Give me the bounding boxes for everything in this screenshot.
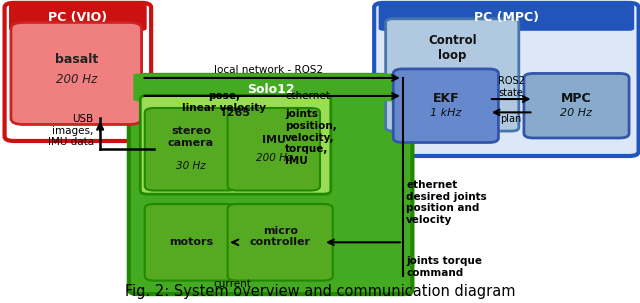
Text: joints
position,
velocity,
torque,
IMU: joints position, velocity, torque, IMU xyxy=(285,109,337,166)
Text: 20 Hz: 20 Hz xyxy=(561,108,593,118)
FancyBboxPatch shape xyxy=(394,69,499,142)
Text: 30 Hz: 30 Hz xyxy=(176,161,206,171)
Text: IMU: IMU xyxy=(262,135,286,145)
Text: T265: T265 xyxy=(220,108,251,118)
Text: basalt: basalt xyxy=(54,53,98,66)
FancyBboxPatch shape xyxy=(11,22,141,125)
FancyBboxPatch shape xyxy=(228,204,333,281)
FancyBboxPatch shape xyxy=(524,73,629,138)
FancyBboxPatch shape xyxy=(4,3,151,141)
Text: stereo
camera: stereo camera xyxy=(168,126,214,148)
Text: Fig. 2: System overview and communication diagram: Fig. 2: System overview and communicatio… xyxy=(125,284,515,299)
Text: joints torque
command: joints torque command xyxy=(406,256,482,278)
Text: PC (VIO): PC (VIO) xyxy=(48,12,108,25)
FancyBboxPatch shape xyxy=(379,2,634,31)
Text: motors: motors xyxy=(169,237,213,247)
Text: 200 Hz: 200 Hz xyxy=(56,73,97,86)
Text: 1 kHz: 1 kHz xyxy=(430,108,461,118)
Text: MPC: MPC xyxy=(561,92,592,105)
Text: plan: plan xyxy=(500,114,522,124)
Text: EKF: EKF xyxy=(433,92,459,105)
FancyBboxPatch shape xyxy=(386,19,519,131)
FancyBboxPatch shape xyxy=(145,108,237,191)
FancyBboxPatch shape xyxy=(374,3,639,156)
FancyBboxPatch shape xyxy=(228,108,320,191)
Text: pose,
linear velocity: pose, linear velocity xyxy=(182,92,266,113)
Text: local network - ROS2: local network - ROS2 xyxy=(214,65,324,75)
Text: current: current xyxy=(214,279,252,289)
Text: micro
controller: micro controller xyxy=(250,225,310,247)
FancyBboxPatch shape xyxy=(140,95,331,194)
FancyBboxPatch shape xyxy=(129,75,412,294)
FancyBboxPatch shape xyxy=(145,204,237,281)
Text: 200 Hz: 200 Hz xyxy=(255,153,292,163)
Text: Solo12: Solo12 xyxy=(247,83,294,96)
Text: PC (MPC): PC (MPC) xyxy=(474,12,539,25)
Text: ethernet
desired joints
position and
velocity: ethernet desired joints position and vel… xyxy=(406,180,487,225)
Text: ethernet: ethernet xyxy=(285,92,330,102)
FancyBboxPatch shape xyxy=(9,2,147,31)
Text: ROS2
state: ROS2 state xyxy=(498,76,525,98)
Text: USB
images,
IMU data: USB images, IMU data xyxy=(47,114,94,148)
FancyBboxPatch shape xyxy=(133,73,408,102)
Text: Control
loop: Control loop xyxy=(428,35,477,62)
